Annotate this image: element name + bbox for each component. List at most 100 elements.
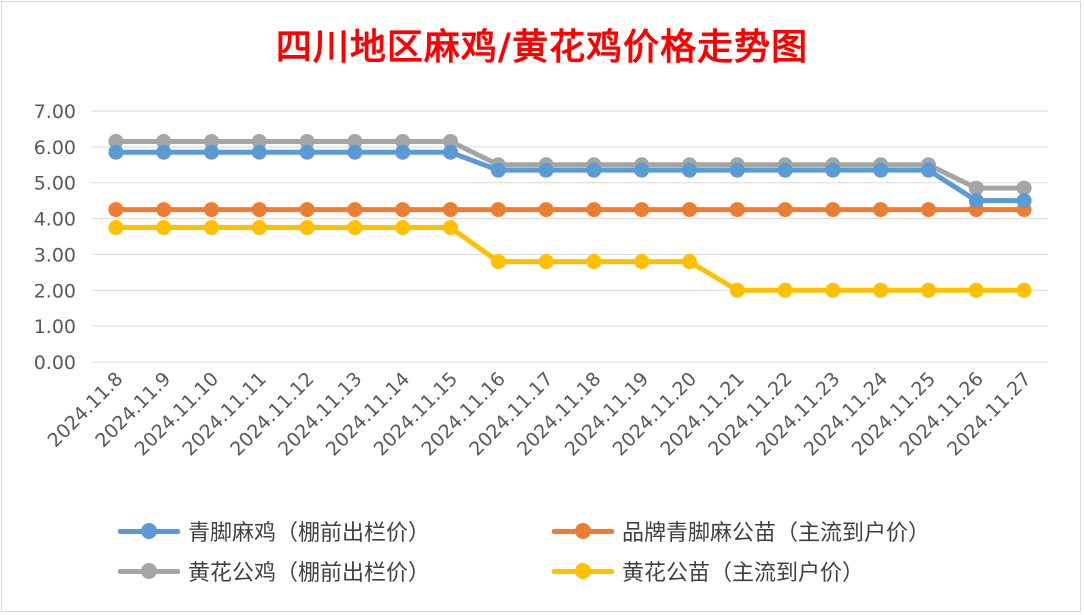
legend-swatch-icon — [118, 521, 180, 541]
data-point[interactable] — [777, 282, 793, 298]
legend-label: 黄花公鸡（棚前出栏价） — [188, 561, 431, 586]
data-point[interactable] — [777, 162, 793, 178]
data-point[interactable] — [968, 193, 984, 209]
data-point[interactable] — [873, 162, 889, 178]
data-point[interactable] — [682, 202, 697, 218]
data-point[interactable] — [682, 254, 697, 270]
data-point[interactable] — [108, 144, 124, 160]
data-point[interactable] — [443, 220, 458, 236]
series-2 — [108, 133, 1032, 196]
y-tick-label: 6.00 — [34, 137, 76, 159]
data-point[interactable] — [443, 144, 458, 160]
gridlines — [92, 110, 1048, 363]
legend-item-qingjiao-maji[interactable]: 青脚麻鸡（棚前出栏价） — [118, 514, 430, 548]
data-point[interactable] — [873, 202, 889, 218]
data-point[interactable] — [299, 133, 315, 149]
series-group — [108, 133, 1032, 298]
y-tick-label: 3.00 — [34, 244, 76, 266]
series-1 — [108, 202, 1032, 218]
y-tick-label: 2.00 — [34, 280, 76, 302]
data-point[interactable] — [156, 202, 172, 218]
data-point[interactable] — [634, 202, 650, 218]
data-point[interactable] — [156, 133, 172, 149]
data-point[interactable] — [1016, 282, 1032, 298]
data-point[interactable] — [682, 162, 697, 178]
data-point[interactable] — [108, 202, 124, 218]
data-point[interactable] — [108, 220, 124, 236]
data-point[interactable] — [873, 282, 889, 298]
data-point[interactable] — [299, 144, 315, 160]
data-point[interactable] — [347, 220, 363, 236]
series-0 — [108, 144, 1032, 209]
data-point[interactable] — [251, 144, 267, 160]
data-point[interactable] — [921, 282, 936, 298]
data-point[interactable] — [347, 144, 363, 160]
legend-item-huanghua-gongmiao[interactable]: 黄花公苗（主流到户价） — [552, 554, 864, 588]
data-point[interactable] — [825, 162, 841, 178]
data-point[interactable] — [156, 144, 172, 160]
data-point[interactable] — [251, 220, 267, 236]
data-point[interactable] — [204, 220, 219, 236]
y-tick-label: 4.00 — [34, 209, 76, 231]
legend-swatch-icon — [552, 521, 614, 541]
data-point[interactable] — [538, 254, 554, 270]
legend-swatch-icon — [118, 561, 180, 581]
legend-swatch-icon — [552, 561, 614, 581]
y-axis-ticks: 0.00 1.00 2.00 3.00 4.00 5.00 6.00 7.00 — [34, 101, 76, 374]
data-point[interactable] — [729, 162, 745, 178]
data-point[interactable] — [204, 202, 219, 218]
x-axis-ticks: 2024.11.82024.11.92024.11.102024.11.1120… — [43, 368, 1035, 460]
data-point[interactable] — [347, 202, 363, 218]
data-point[interactable] — [443, 133, 458, 149]
data-point[interactable] — [395, 133, 411, 149]
data-point[interactable] — [729, 282, 745, 298]
y-tick-label: 5.00 — [34, 173, 76, 195]
data-point[interactable] — [586, 162, 602, 178]
data-point[interactable] — [443, 202, 458, 218]
y-tick-label: 1.00 — [34, 316, 76, 338]
legend-item-huanghua-gongji[interactable]: 黄花公鸡（棚前出栏价） — [118, 554, 430, 588]
data-point[interactable] — [490, 202, 506, 218]
data-point[interactable] — [538, 202, 554, 218]
data-point[interactable] — [634, 162, 650, 178]
data-point[interactable] — [825, 202, 841, 218]
y-tick-label: 0.00 — [34, 352, 76, 374]
series-line — [113, 138, 1027, 191]
data-point[interactable] — [825, 282, 841, 298]
data-point[interactable] — [490, 254, 506, 270]
data-point[interactable] — [921, 202, 936, 218]
legend: 青脚麻鸡（棚前出栏价） 品牌青脚麻公苗（主流到户价） 黄花公鸡（棚前出栏价） 黄… — [0, 508, 1084, 598]
data-point[interactable] — [395, 202, 411, 218]
data-point[interactable] — [108, 133, 124, 149]
data-point[interactable] — [251, 202, 267, 218]
legend-label: 品牌青脚麻公苗（主流到户价） — [622, 521, 931, 546]
legend-item-brand-gongmiao[interactable]: 品牌青脚麻公苗（主流到户价） — [552, 514, 930, 548]
series-line — [113, 225, 1027, 293]
data-point[interactable] — [586, 254, 602, 270]
data-point[interactable] — [538, 162, 554, 178]
data-point[interactable] — [204, 133, 219, 149]
data-point[interactable] — [729, 202, 745, 218]
data-point[interactable] — [299, 202, 315, 218]
data-point[interactable] — [777, 202, 793, 218]
data-point[interactable] — [204, 144, 219, 160]
data-point[interactable] — [1016, 193, 1032, 209]
data-point[interactable] — [921, 162, 936, 178]
data-point[interactable] — [968, 282, 984, 298]
legend-label: 黄花公苗（主流到户价） — [622, 561, 865, 586]
data-point[interactable] — [586, 202, 602, 218]
data-point[interactable] — [968, 180, 984, 196]
data-point[interactable] — [251, 133, 267, 149]
data-point[interactable] — [347, 133, 363, 149]
data-point[interactable] — [299, 220, 315, 236]
y-tick-label: 7.00 — [34, 101, 76, 123]
data-point[interactable] — [156, 220, 172, 236]
data-point[interactable] — [490, 162, 506, 178]
series-3 — [108, 220, 1032, 298]
data-point[interactable] — [395, 144, 411, 160]
data-point[interactable] — [395, 220, 411, 236]
data-point[interactable] — [1016, 180, 1032, 196]
data-point[interactable] — [634, 254, 650, 270]
